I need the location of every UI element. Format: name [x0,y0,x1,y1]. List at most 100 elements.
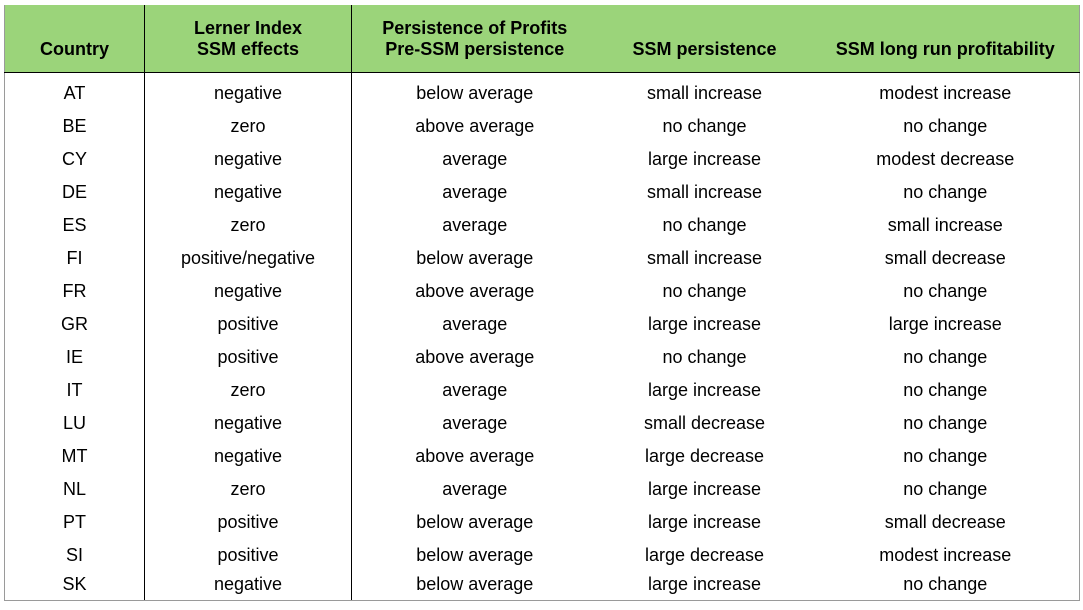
cell-ssm-persistence: large decrease [644,545,765,565]
table-header: Lerner Index Persistence of Profits Coun… [4,5,1080,73]
cell-lerner-ssm-effects: zero [144,473,352,506]
table-row: IE positive above average no change no chang… [4,341,1080,374]
cell-ssm-long-run-profitability: no change [811,341,1080,374]
header-top-lerner-index: Lerner Index [144,5,352,39]
cell-pre-ssm-persistence: above average [415,281,535,301]
header-row-bottom: Country SSM effects Pre-SSM persistence … [4,39,1080,73]
header-row-top: Lerner Index Persistence of Profits [4,5,1080,39]
cell-lerner-ssm-effects: negative [144,572,352,601]
cell-country: NL [4,473,145,506]
header-ssm-effects: SSM effects [144,39,352,73]
cell-country: CY [4,143,145,176]
cell-country: MT [4,440,145,473]
cell-lerner-ssm-effects: positive/negative [144,242,352,275]
table-row: IT zero average large increase no change [4,374,1080,407]
table-row: LU negative average small decrease no change [4,407,1080,440]
cell-ssm-long-run-profitability: no change [811,110,1080,143]
cell-lerner-ssm-effects: negative [144,407,352,440]
cell-pre-ssm-persistence: above average [415,347,535,367]
cell-lerner-ssm-effects: positive [144,539,352,572]
cell-ssm-long-run-profitability: small decrease [811,242,1080,275]
cell-country: GR [4,308,145,341]
cell-lerner-ssm-effects: negative [144,176,352,209]
header-top-ssm-persistence [597,5,812,39]
table-row: FR negative above average no change no chang… [4,275,1080,308]
cell-pre-ssm-persistence: below average [351,572,598,601]
table-row: DE negative average small increase no change [4,176,1080,209]
table-row: MT negative above average large decrease no … [4,440,1080,473]
header-top-ssm-long-run [811,5,1080,39]
cell-country: FI [4,242,145,275]
table-row: PT positive below average large increase sma… [4,506,1080,539]
cell-ssm-persistence: small decrease [643,413,766,433]
cell-lerner-ssm-effects: negative [144,275,352,308]
cell-ssm-persistence: no change [662,347,747,367]
cell-country: IT [4,374,145,407]
cell-ssm-persistence: large increase [597,572,812,601]
cell-country: FR [4,275,145,308]
cell-pre-ssm-persistence: below average [416,83,534,103]
header-ssm-long-run-profitability: SSM long run profitability [811,39,1080,73]
cell-ssm-persistence: large increase [647,479,762,499]
cell-lerner-ssm-effects: zero [144,110,352,143]
cell-ssm-long-run-profitability: no change [811,440,1080,473]
cell-ssm-long-run-profitability: no change [811,473,1080,506]
cell-lerner-ssm-effects: negative [144,143,352,176]
header-pre-ssm-persistence: Pre-SSM persistence [351,39,598,73]
cell-ssm-persistence: large decrease [644,446,765,466]
cell-country: LU [4,407,145,440]
cell-lerner-ssm-effects: positive [144,308,352,341]
cell-country: SI [4,539,145,572]
cell-ssm-long-run-profitability: no change [811,374,1080,407]
table-row: NL zero average large increase no change [4,473,1080,506]
cell-ssm-long-run-profitability: no change [811,275,1080,308]
cell-ssm-persistence: large increase [647,380,762,400]
header-ssm-persistence: SSM persistence [597,39,812,73]
cell-ssm-long-run-profitability: no change [811,407,1080,440]
cell-pre-ssm-persistence: average [442,380,508,400]
cell-ssm-persistence: large increase [647,512,762,532]
cell-pre-ssm-persistence: above average [415,116,535,136]
cell-country: ES [4,209,145,242]
cell-lerner-ssm-effects: negative [144,440,352,473]
table-row: CY negative average large increase modest de… [4,143,1080,176]
table-row: SK negative below average large increase no … [4,572,1080,601]
cell-ssm-long-run-profitability: small decrease [811,506,1080,539]
cell-pre-ssm-persistence: average [442,479,508,499]
table-row: AT negative below average small increase mod… [4,72,1080,110]
cell-ssm-persistence: small increase [646,182,763,202]
header-country: Country [4,39,145,73]
cell-ssm-persistence: no change [662,215,747,235]
cell-ssm-long-run-profitability: small increase [811,209,1080,242]
table-row: ES zero average no change small increase [4,209,1080,242]
cell-lerner-ssm-effects: zero [144,209,352,242]
cell-country: SK [4,572,145,601]
table-row: SI positive below average large decrease mod… [4,539,1080,572]
cell-pre-ssm-persistence: average [442,413,508,433]
table-row: BE zero above average no change no change [4,110,1080,143]
cell-pre-ssm-persistence: average [442,149,508,169]
cell-ssm-persistence: no change [662,281,747,301]
cell-lerner-ssm-effects: negative [144,72,352,110]
cell-country: AT [4,72,145,110]
cell-country: DE [4,176,145,209]
cell-country: PT [4,506,145,539]
table-row: GR positive average large increase large inc… [4,308,1080,341]
header-top-country [4,5,145,39]
cell-ssm-persistence: small increase [646,83,763,103]
cell-ssm-persistence: small increase [646,248,763,268]
table-row: FI positive/negative below average small in… [4,242,1080,275]
cell-ssm-long-run-profitability: modest increase [811,539,1080,572]
cell-pre-ssm-persistence: below average [416,512,534,532]
table-body: AT negative below average small increase mod… [4,72,1080,601]
cell-pre-ssm-persistence: average [442,314,508,334]
cell-ssm-persistence: large increase [647,314,762,334]
cell-pre-ssm-persistence: average [442,182,508,202]
cell-ssm-long-run-profitability: no change [811,572,1080,601]
cell-ssm-persistence: large increase [647,149,762,169]
cell-lerner-ssm-effects: positive [144,341,352,374]
cell-pre-ssm-persistence: below average [416,248,534,268]
cell-pre-ssm-persistence: average [442,215,508,235]
cell-country: BE [4,110,145,143]
